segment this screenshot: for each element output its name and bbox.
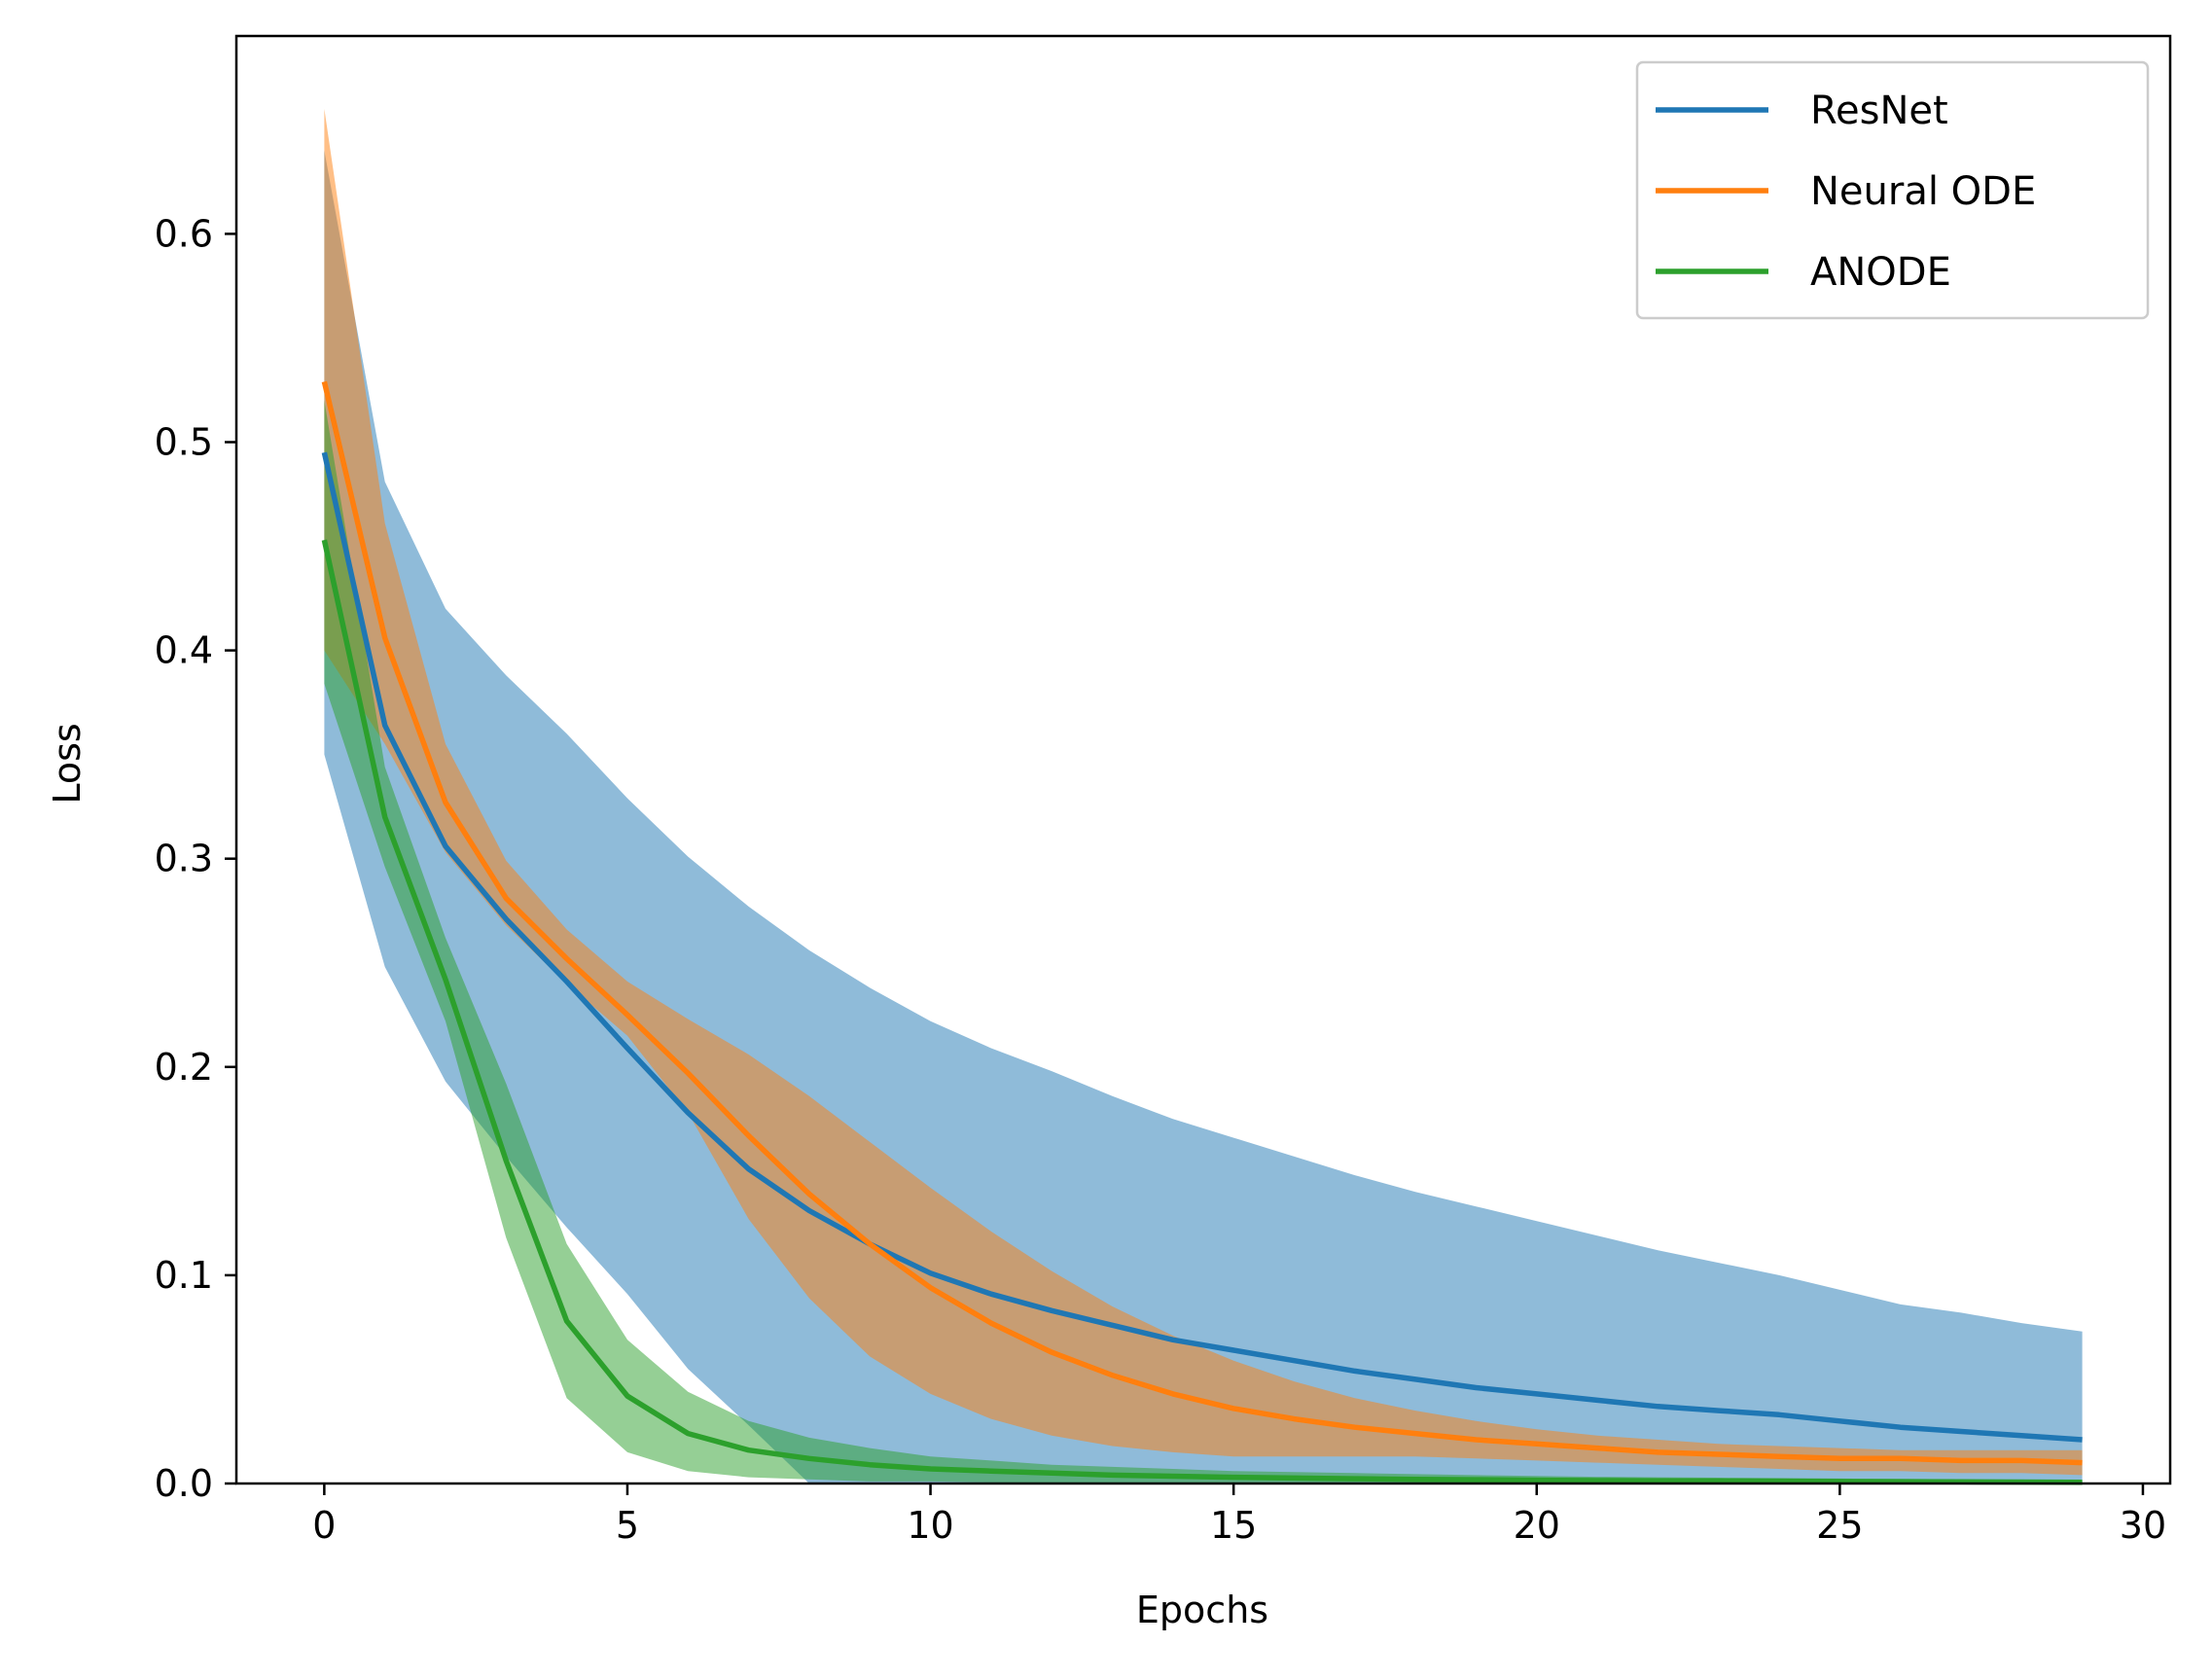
y-axis-label: Loss [46,723,89,804]
resnet-line [321,451,2083,1443]
x-tick-label: 0 [312,1504,336,1547]
legend-label-anode: ANODE [1810,250,1951,295]
x-tick-label: 25 [1816,1504,1863,1547]
series-lines [321,380,2083,1485]
x-tick-label: 5 [616,1504,639,1547]
y-tick-label: 0.6 [155,212,213,255]
y-tick-label: 0.0 [155,1462,213,1505]
neural-ode-line [321,380,2083,1466]
y-tick-label: 0.3 [155,838,213,880]
x-tick-label: 20 [1514,1504,1560,1547]
legend-box [1635,60,2150,320]
neural-ode-band [324,108,2083,1476]
x-tick-label: 10 [907,1504,953,1547]
y-tick-label: 0.5 [155,420,213,463]
legend-label-neural-ode: Neural ODE [1810,169,2036,214]
y-tick-label: 0.1 [155,1254,213,1297]
legend-label-resnet: ResNet [1810,89,1948,133]
legend: ResNet Neural ODE ANODE [1635,60,2150,320]
y-tick-label: 0.4 [155,629,213,672]
x-axis-label: Epochs [1136,1589,1268,1631]
y-tick-label: 0.2 [155,1046,213,1089]
plot-frame [234,34,2172,1485]
x-tick-label: 30 [2120,1504,2166,1547]
axes: 0 5 10 15 20 25 30 0.0 0.1 0.2 0.3 0.4 0.5 0.6 [155,34,2172,1547]
x-tick-label: 15 [1210,1504,1257,1547]
anode-line [321,539,2083,1485]
